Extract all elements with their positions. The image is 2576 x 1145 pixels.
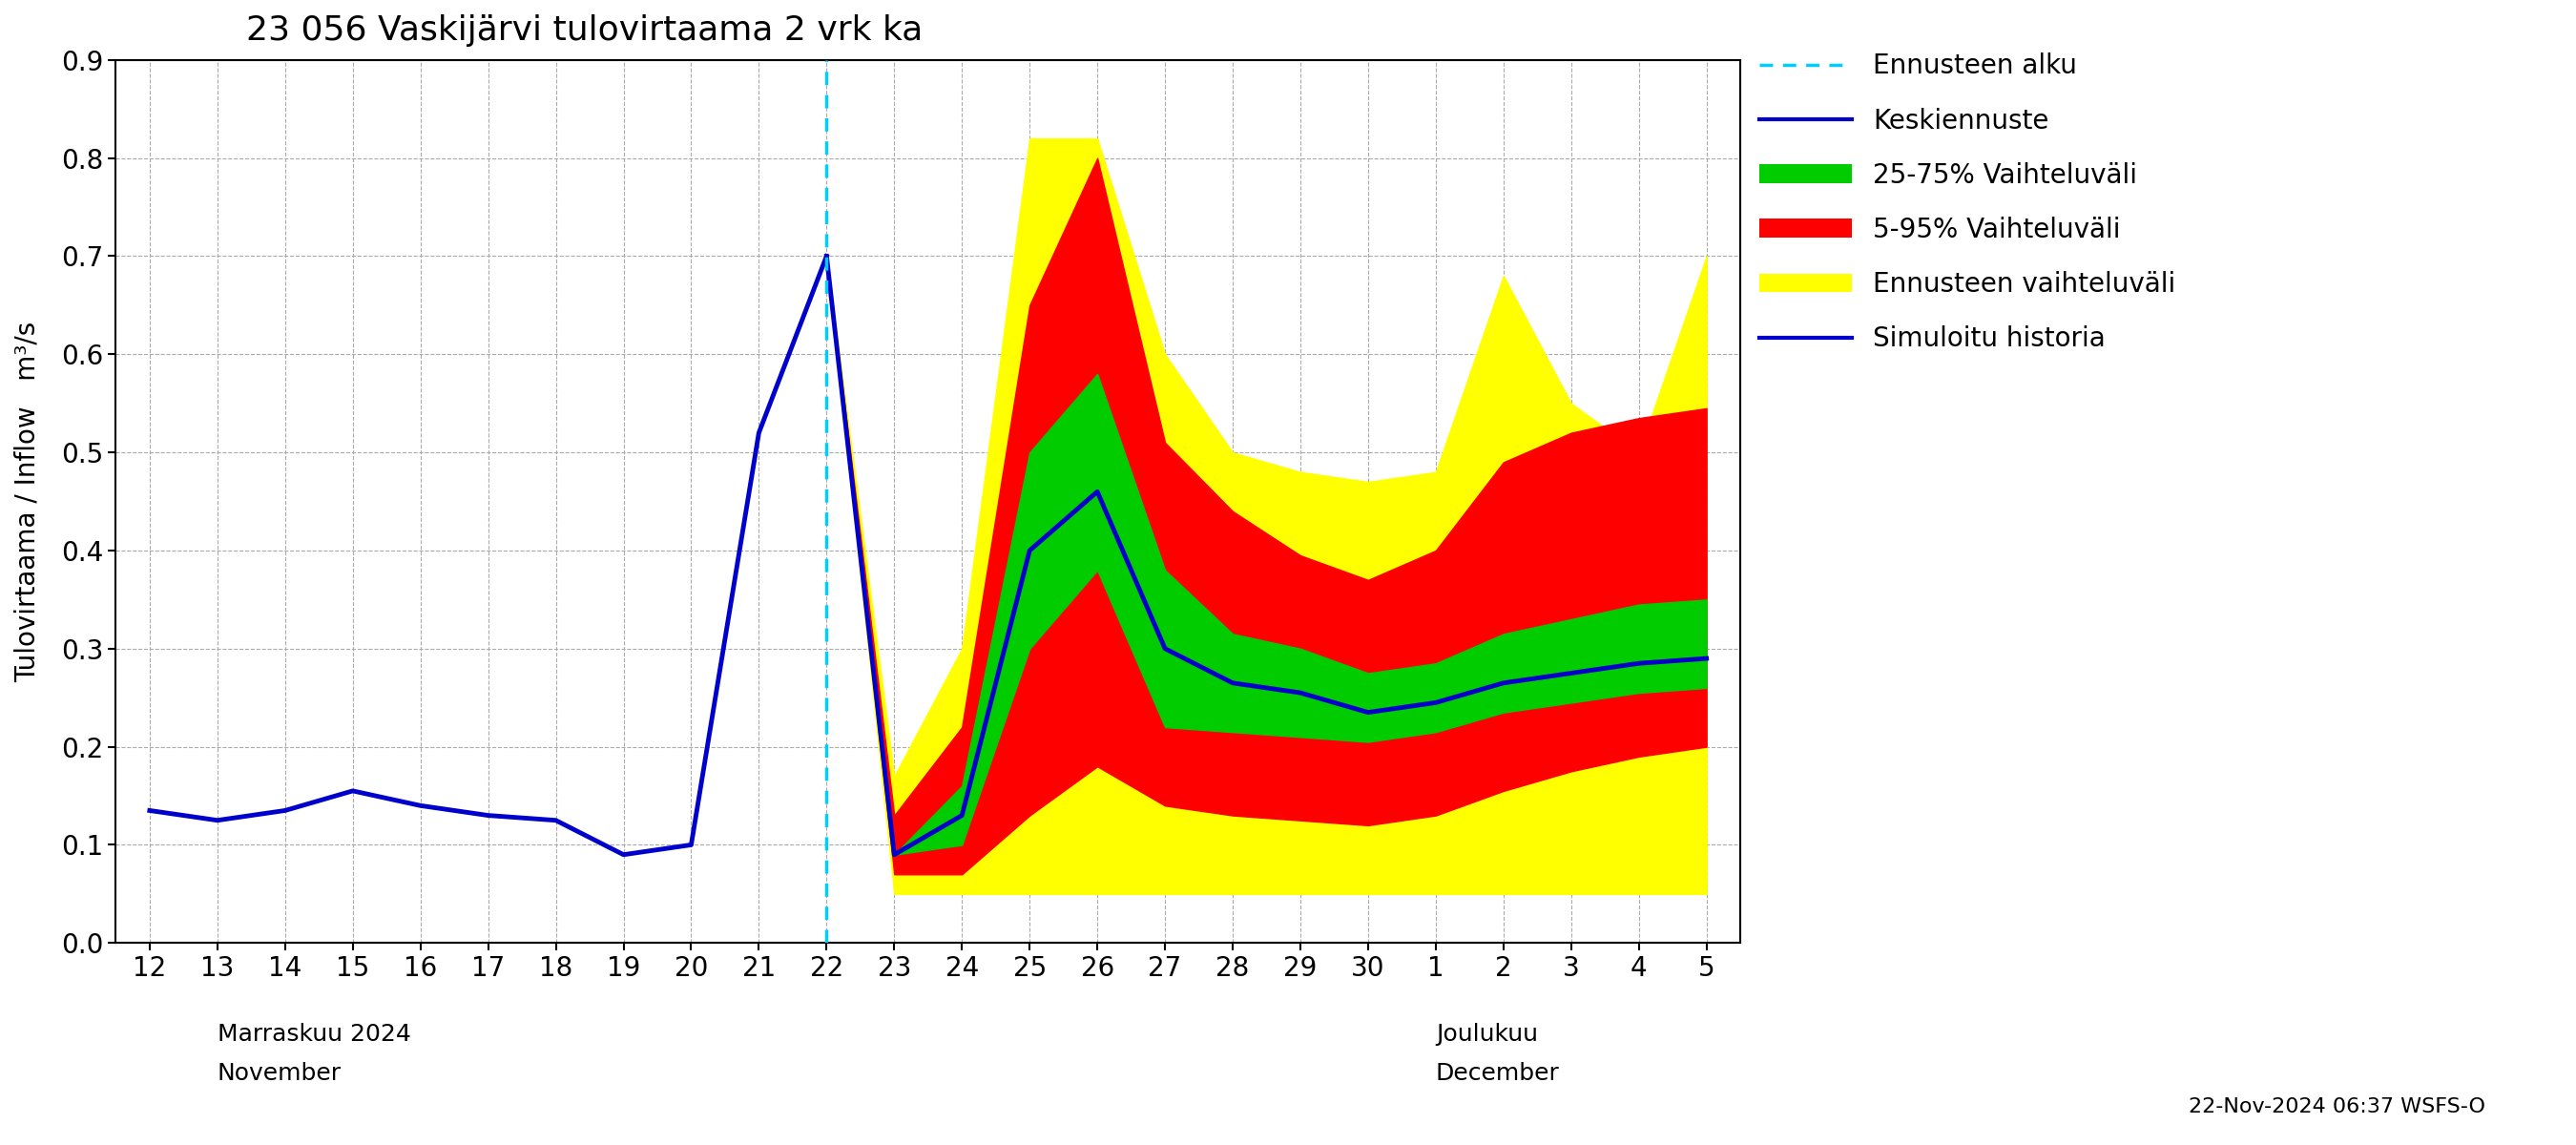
Y-axis label: Tulovirtaama / Inflow   m³/s: Tulovirtaama / Inflow m³/s bbox=[15, 321, 41, 682]
Text: December: December bbox=[1435, 1063, 1558, 1085]
Text: Joulukuu: Joulukuu bbox=[1435, 1022, 1538, 1045]
Text: 22-Nov-2024 06:37 WSFS-O: 22-Nov-2024 06:37 WSFS-O bbox=[2190, 1097, 2486, 1116]
Text: 23 056 Vaskijärvi tulovirtaama 2 vrk ka: 23 056 Vaskijärvi tulovirtaama 2 vrk ka bbox=[245, 14, 922, 47]
Text: November: November bbox=[216, 1063, 343, 1085]
Legend: Ennusteen alku, Keskiennuste, 25-75% Vaihteluväli, 5-95% Vaihteluväli, Ennusteen: Ennusteen alku, Keskiennuste, 25-75% Vai… bbox=[1749, 42, 2187, 363]
Text: Marraskuu 2024: Marraskuu 2024 bbox=[216, 1022, 412, 1045]
